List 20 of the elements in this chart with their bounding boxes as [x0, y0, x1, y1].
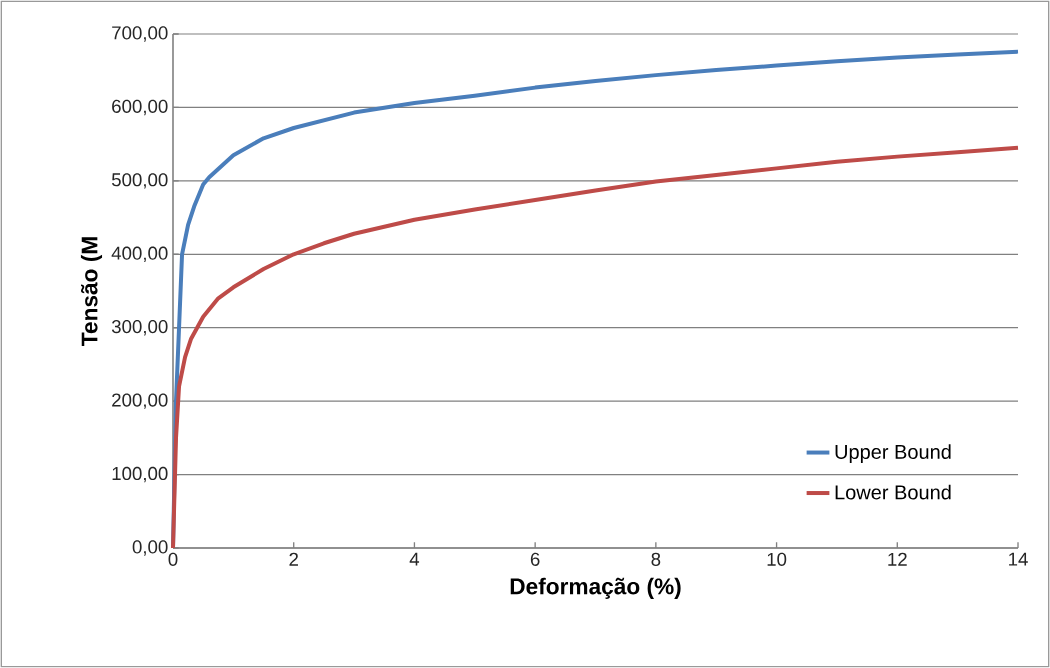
x-tick-label: 12 — [888, 552, 907, 566]
x-tick-label: 2 — [289, 552, 298, 566]
y-tick-label: 500,00 — [111, 173, 168, 189]
legend-label: Upper Bound — [835, 444, 951, 463]
x-tick-label: 4 — [409, 552, 420, 566]
legend-label: Lower Bound — [835, 484, 951, 500]
x-tick-label: 0 — [168, 552, 178, 566]
y-tick-label: 400,00 — [111, 246, 168, 262]
y-tick-label: 100,00 — [112, 466, 168, 483]
x-tick-label: 8 — [651, 552, 661, 566]
x-tick-label: 6 — [530, 552, 540, 566]
y-tick-label: 200,00 — [112, 393, 168, 409]
x-axis-title: Deformação (%) — [510, 577, 681, 599]
y-tick-label: 600,00 — [112, 99, 168, 116]
x-tick-label: 10 — [767, 552, 787, 566]
y-tick-label: 300,00 — [111, 319, 168, 336]
y-tick-label: 700,00 — [112, 26, 168, 42]
y-axis-title: Tensão (M — [80, 237, 103, 346]
y-tick-label: 0,00 — [132, 540, 168, 556]
x-tick-label: 14 — [1009, 552, 1028, 566]
